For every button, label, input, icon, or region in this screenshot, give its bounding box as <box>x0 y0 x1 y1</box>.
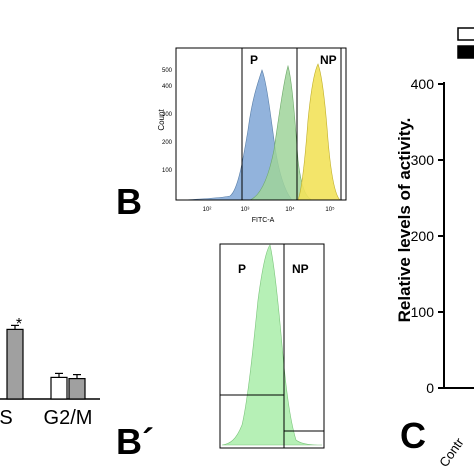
panel-label-b: B <box>116 181 142 222</box>
population-yellow <box>297 63 341 201</box>
bar-s-series-2 <box>6 328 24 400</box>
gate-label-p-prime: P <box>238 262 246 276</box>
bar-g2m-series-1 <box>50 376 68 400</box>
tick-label-g2m: G2/M <box>44 407 93 429</box>
x-axis-label: FITC-A <box>252 217 275 224</box>
cell-cycle-chart: * S G2/M <box>0 316 100 429</box>
legend-swatch-filled <box>457 45 474 59</box>
bar-g2m-series-2 <box>68 378 86 400</box>
y-tick-200: 200 <box>162 140 173 146</box>
gate-label-np-prime: NP <box>292 262 309 276</box>
flow-histogram-b: P NP 100 200 300 400 500 Count 10² 10³ 1… <box>157 47 347 224</box>
y-tick-400: 400 <box>162 84 173 90</box>
x-tick-100: 10² <box>203 207 212 213</box>
panel-label-b-prime: B´ <box>116 421 154 462</box>
flow-histogram-b-prime: P NP <box>219 243 325 449</box>
x-tick-100000: 10⁵ <box>325 206 335 213</box>
population-light-green <box>221 244 323 446</box>
activity-y-axis-label: Relative levels of activity. <box>395 118 414 323</box>
gated-plot-frame <box>219 243 325 449</box>
legend-swatch-open <box>457 27 474 41</box>
y-tick-500: 500 <box>162 68 173 74</box>
activity-y-tick-label-0: 0 <box>426 380 434 396</box>
activity-y-tick-label-200: 200 <box>411 228 435 244</box>
significance-asterisk: * <box>16 316 22 333</box>
activity-y-tick-label-100: 100 <box>411 304 435 320</box>
x-tick-contr: Contr <box>436 435 467 470</box>
x-tick-1000: 10³ <box>241 207 250 213</box>
activity-y-tick-label-400: 400 <box>411 76 435 92</box>
flow-plot-frame <box>175 47 347 201</box>
gate-label-np: NP <box>320 53 337 67</box>
activity-chart: 0 100 200 300 400 Relative levels of activit… <box>395 27 474 470</box>
tick-label-s: S <box>0 407 13 429</box>
y-tick-300: 300 <box>162 112 173 118</box>
activity-y-tick-label-300: 300 <box>411 152 435 168</box>
y-tick-100: 100 <box>162 168 173 174</box>
gate-label-p: P <box>250 53 258 67</box>
panel-label-c: C <box>400 415 426 456</box>
y-axis-label: Count <box>157 109 166 131</box>
x-tick-10000: 10⁴ <box>285 206 295 213</box>
